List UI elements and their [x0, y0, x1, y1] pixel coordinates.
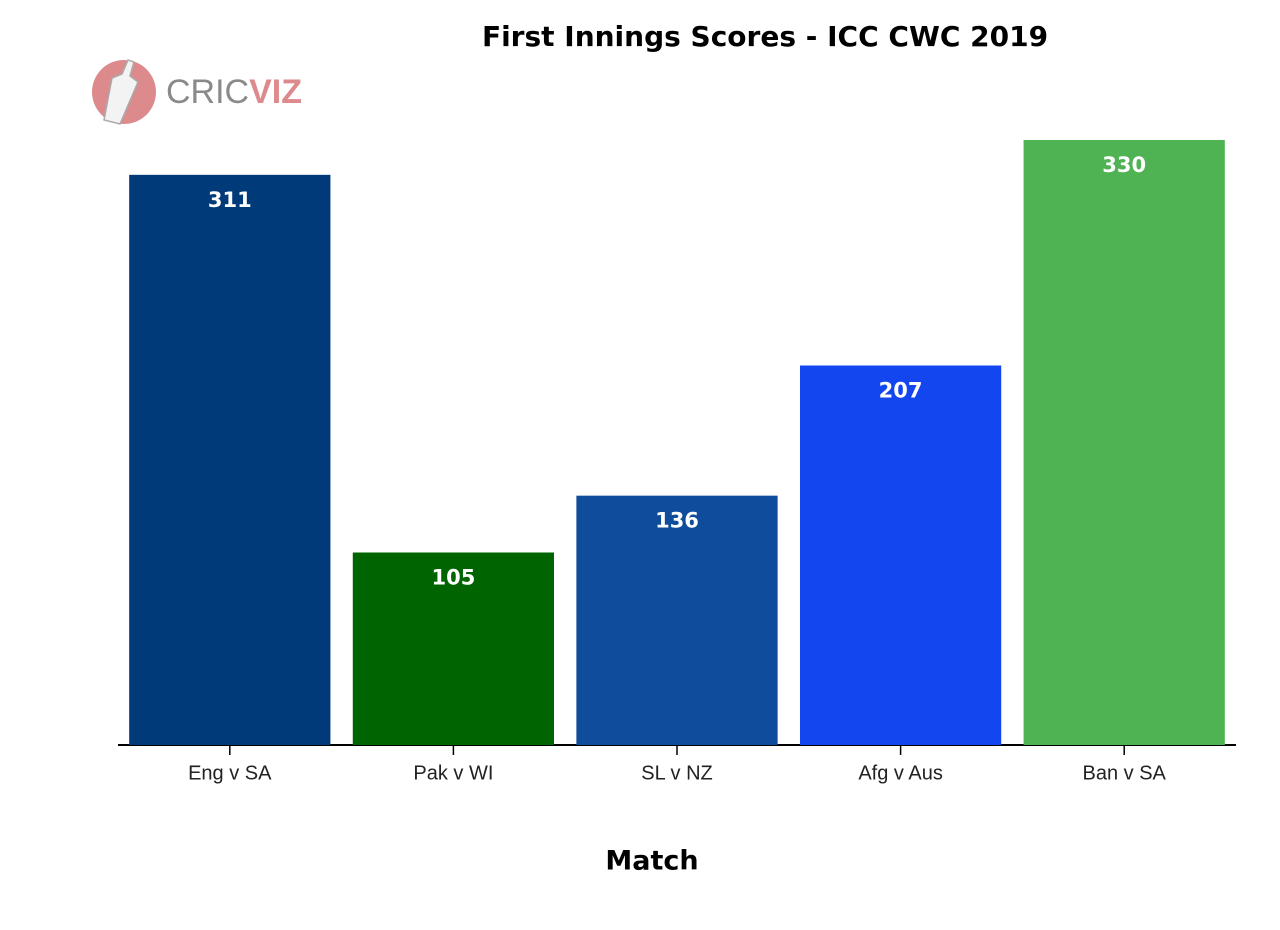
bar: [576, 495, 778, 745]
x-tick-label: Ban v SA: [1083, 762, 1167, 784]
x-axis-label: Match: [605, 846, 698, 877]
x-tick-label: SL v NZ: [641, 762, 713, 784]
value-label: 207: [879, 379, 923, 403]
bar: [799, 365, 1002, 745]
chart-title: First Innings Scores - ICC CWC 2019: [482, 20, 1048, 53]
logo-text-right: VIZ: [249, 73, 302, 111]
value-label: 105: [431, 566, 475, 590]
logo: CRICVIZ: [92, 59, 302, 125]
x-tick-label: Pak v WI: [413, 762, 493, 784]
value-label: 311: [208, 188, 252, 212]
x-tick-label: Eng v SA: [188, 762, 272, 784]
bar: [129, 174, 331, 746]
value-label: 136: [655, 509, 699, 533]
logo-bat: [103, 59, 139, 125]
bar: [1023, 140, 1225, 745]
x-tick-label: Afg v Aus: [858, 762, 943, 784]
value-label: 330: [1102, 153, 1146, 177]
bar: [352, 552, 555, 745]
logo-text-left: CRIC: [166, 73, 249, 111]
logo-text: CRICVIZ: [166, 73, 302, 111]
